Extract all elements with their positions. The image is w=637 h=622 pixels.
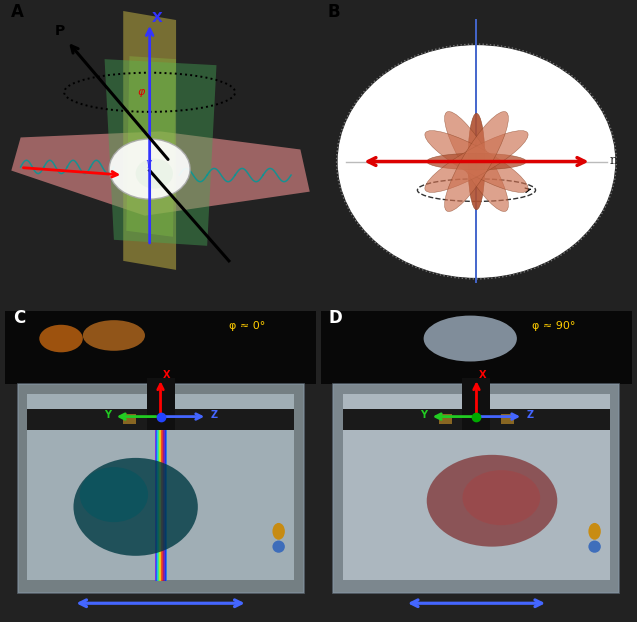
- Ellipse shape: [273, 523, 285, 540]
- Ellipse shape: [80, 467, 148, 522]
- Ellipse shape: [273, 541, 285, 553]
- Text: n₂: n₂: [610, 154, 622, 167]
- Ellipse shape: [424, 315, 517, 361]
- Text: γ: γ: [145, 158, 151, 168]
- Ellipse shape: [468, 113, 485, 210]
- Text: P: P: [55, 24, 65, 38]
- Polygon shape: [147, 378, 175, 430]
- Polygon shape: [321, 311, 632, 384]
- Text: φ ≈ 90°: φ ≈ 90°: [533, 322, 576, 332]
- Ellipse shape: [73, 458, 198, 556]
- Ellipse shape: [336, 44, 617, 279]
- Polygon shape: [5, 311, 316, 384]
- Polygon shape: [123, 11, 176, 270]
- Polygon shape: [27, 394, 294, 580]
- Ellipse shape: [427, 455, 557, 547]
- Polygon shape: [123, 414, 136, 424]
- Text: Z: Z: [210, 410, 217, 420]
- Ellipse shape: [589, 541, 601, 553]
- Ellipse shape: [39, 325, 83, 352]
- Polygon shape: [343, 394, 610, 580]
- Polygon shape: [439, 414, 452, 424]
- Text: C: C: [13, 309, 25, 327]
- Text: B: B: [327, 3, 340, 21]
- Polygon shape: [18, 384, 303, 593]
- Ellipse shape: [589, 523, 601, 540]
- Text: Z: Z: [526, 410, 533, 420]
- Polygon shape: [462, 378, 490, 430]
- Text: X: X: [163, 369, 171, 379]
- Text: X: X: [479, 369, 487, 379]
- Text: Y: Y: [104, 410, 111, 420]
- Text: φ: φ: [137, 87, 145, 97]
- Ellipse shape: [83, 320, 145, 351]
- Ellipse shape: [136, 159, 173, 188]
- Ellipse shape: [427, 153, 526, 170]
- Polygon shape: [104, 59, 217, 246]
- Text: A: A: [11, 3, 24, 21]
- Polygon shape: [343, 409, 610, 430]
- Ellipse shape: [109, 139, 190, 199]
- Polygon shape: [334, 384, 619, 593]
- Text: X: X: [152, 11, 162, 24]
- Text: Y: Y: [420, 410, 427, 420]
- Polygon shape: [27, 409, 294, 430]
- Polygon shape: [501, 414, 514, 424]
- Text: φ ≈ 0°: φ ≈ 0°: [229, 322, 265, 332]
- Ellipse shape: [462, 470, 540, 525]
- Text: D: D: [329, 309, 343, 327]
- Polygon shape: [11, 131, 310, 216]
- Ellipse shape: [425, 131, 528, 192]
- Ellipse shape: [445, 111, 508, 211]
- Ellipse shape: [445, 111, 508, 211]
- Ellipse shape: [425, 131, 528, 192]
- Text: n₁: n₁: [478, 9, 491, 22]
- Polygon shape: [126, 56, 176, 237]
